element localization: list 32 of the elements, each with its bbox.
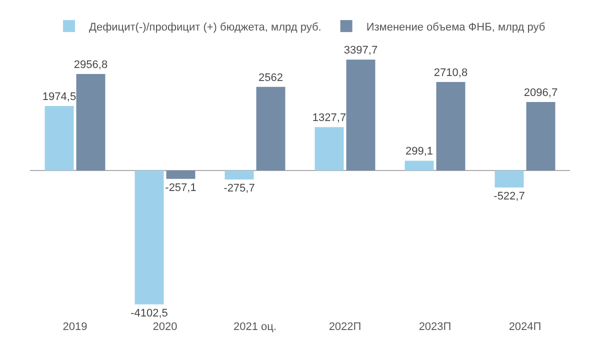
data-label: 1327,7 xyxy=(312,112,346,124)
bar xyxy=(404,160,434,170)
bar xyxy=(526,102,556,170)
data-label: 299,1 xyxy=(405,146,434,158)
x-tick-label: 2020 xyxy=(152,321,178,333)
bar xyxy=(134,170,164,304)
bar xyxy=(166,170,196,179)
data-label: 2096,7 xyxy=(524,87,558,100)
bar xyxy=(346,60,376,170)
bar xyxy=(314,127,344,170)
data-label: -4102,5 xyxy=(130,307,168,320)
x-tick-label: 2023П xyxy=(418,321,452,333)
bar xyxy=(76,74,106,170)
data-label: -257,1 xyxy=(165,182,196,194)
data-label: 2710,8 xyxy=(434,67,468,80)
bar xyxy=(224,170,254,180)
bar xyxy=(436,82,466,170)
data-label: -522,7 xyxy=(494,190,525,203)
x-tick-label: 2024П xyxy=(508,321,542,333)
x-tick-label: 2022П xyxy=(328,321,362,333)
x-tick-label: 2021 оц. xyxy=(233,321,277,333)
bar xyxy=(494,170,524,188)
data-label: -275,7 xyxy=(224,182,255,194)
data-label: 3397,7 xyxy=(344,44,378,57)
data-label: 1974,5 xyxy=(42,91,76,104)
legend-label: Изменение объема ФНБ, млрд руб xyxy=(366,21,546,34)
x-tick-label: 2019 xyxy=(62,321,88,333)
data-label: 2956,8 xyxy=(74,58,108,71)
data-label: 2562 xyxy=(258,72,283,84)
legend-label: Дефицит(-)/профицит (+) бюджета, млрд руб. xyxy=(89,21,322,34)
bar xyxy=(44,106,74,170)
bar xyxy=(256,86,286,170)
